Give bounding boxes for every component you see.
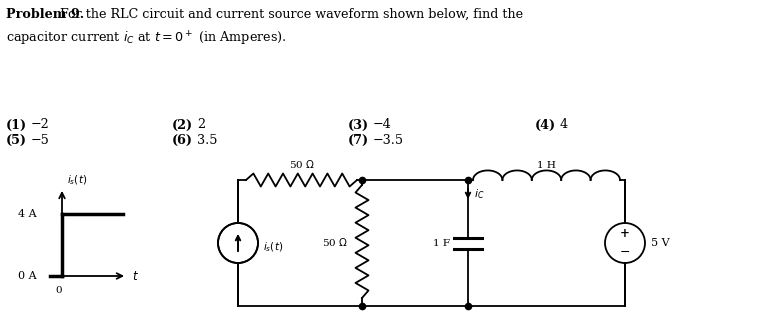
Text: −5: −5 [31, 134, 50, 147]
Text: −2: −2 [31, 119, 50, 132]
Text: 0 A: 0 A [18, 271, 37, 281]
Text: 50 $\Omega$: 50 $\Omega$ [288, 158, 314, 170]
Text: $i_s(t)$: $i_s(t)$ [263, 240, 283, 254]
Text: $i_C$: $i_C$ [474, 187, 485, 201]
Text: (3): (3) [348, 119, 369, 132]
Text: 4 A: 4 A [18, 209, 37, 219]
Text: (7): (7) [348, 134, 369, 147]
Text: $t$: $t$ [132, 271, 139, 284]
Text: $i_s(t)$: $i_s(t)$ [67, 173, 87, 187]
Text: 1 F: 1 F [433, 238, 450, 247]
Text: (1): (1) [6, 119, 27, 132]
Text: capacitor current $i_C$ at $t = 0^+$ (in Amperes).: capacitor current $i_C$ at $t = 0^+$ (in… [6, 30, 287, 48]
Text: −3.5: −3.5 [373, 134, 404, 147]
Text: 1 H: 1 H [537, 161, 556, 170]
Circle shape [219, 224, 257, 262]
Text: Problem 9.: Problem 9. [6, 8, 84, 21]
Text: 0: 0 [56, 286, 63, 295]
Circle shape [605, 223, 645, 263]
Text: −: − [620, 246, 630, 259]
Text: 3.5: 3.5 [197, 134, 217, 147]
Text: (4): (4) [535, 119, 556, 132]
Text: For the RLC circuit and current source waveform shown below, find the: For the RLC circuit and current source w… [60, 8, 523, 21]
Text: +: + [620, 227, 630, 240]
Text: (5): (5) [6, 134, 27, 147]
Text: 50 $\Omega$: 50 $\Omega$ [322, 236, 348, 247]
Text: (6): (6) [172, 134, 193, 147]
Text: 5 V: 5 V [651, 238, 670, 248]
Text: −4: −4 [373, 119, 391, 132]
Text: 2: 2 [197, 119, 205, 132]
Text: (2): (2) [172, 119, 193, 132]
Text: 4: 4 [560, 119, 568, 132]
